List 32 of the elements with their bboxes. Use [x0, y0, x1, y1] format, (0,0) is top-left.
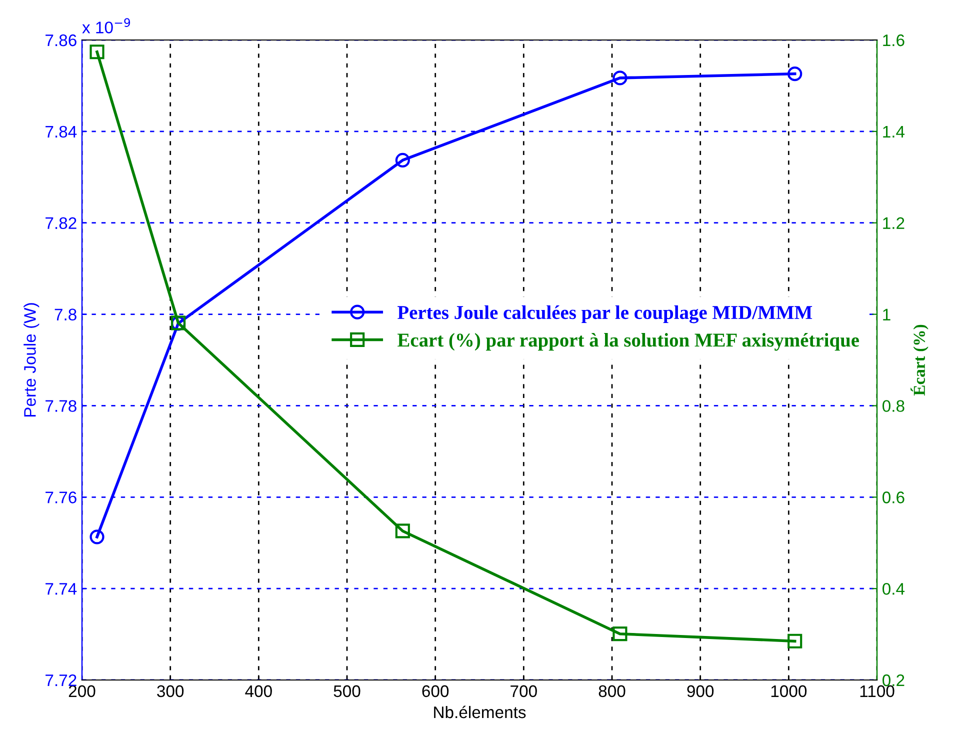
- x-tick-label: 700: [510, 685, 537, 698]
- y2-tick-label: 1.6: [883, 34, 904, 46]
- y-tick-label: 7.74: [46, 583, 77, 595]
- text: x 10$^{−9}$: [82, 18, 130, 34]
- y-axis-title: Perte Joule (W): [24, 303, 40, 417]
- y2-tick-label: 0.8: [882, 400, 904, 412]
- x-tick-label: 500: [334, 685, 360, 698]
- y2-tick-label: 1.2: [883, 217, 904, 229]
- y2-axis-title: Écart (%): [910, 324, 928, 396]
- y-tick-label: 7.8: [54, 308, 76, 320]
- x-tick-label: 200: [68, 685, 96, 698]
- x-tick-label: 400: [245, 685, 272, 698]
- y2-tick-label: 1.4: [883, 126, 905, 138]
- x-tick-label: 300: [157, 685, 184, 698]
- y-tick-label: 7.76: [46, 492, 76, 504]
- y-tick-label: 7.78: [46, 400, 76, 412]
- y2-tick-label: 0.2: [882, 674, 904, 686]
- x-tick-label: 600: [422, 685, 449, 698]
- x-tick-label: 1100: [860, 685, 894, 698]
- legend-label: Pertes Joule calculées par le couplage MID/MMM: [398, 305, 812, 324]
- y-tick-label: 7.84: [46, 126, 77, 138]
- y2-tick-label: 0.4: [882, 582, 905, 595]
- x-axis-title: Nb.élements: [434, 706, 526, 718]
- x-tick-label: 1000: [771, 685, 807, 698]
- y-tick-label: 7.82: [46, 217, 76, 230]
- y-tick-label: 7.86: [46, 34, 76, 46]
- x-tick-label: 800: [598, 685, 626, 698]
- y2-tick-label: 0.6: [882, 492, 904, 504]
- y2-tick-label: 1: [883, 308, 890, 320]
- legend-label: Ecart (%) par rapport à la solution MEF axisymétrique: [398, 333, 859, 351]
- y-tick-label: 7.72: [46, 674, 76, 686]
- x-tick-label: 900: [687, 685, 714, 698]
